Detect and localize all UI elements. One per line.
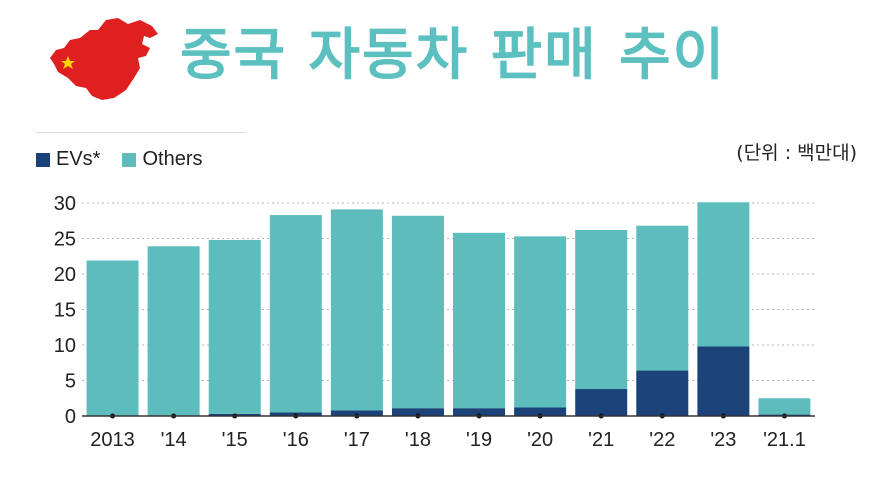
legend-item-others: Others xyxy=(122,148,203,171)
bar-others xyxy=(636,225,689,371)
y-tick-label: 15 xyxy=(54,300,76,322)
legend-item-evs: EVs* xyxy=(36,148,100,171)
legend-label-evs: EVs* xyxy=(56,148,101,170)
y-tick-label: 5 xyxy=(65,371,76,393)
bar-others xyxy=(697,202,750,347)
x-tick-label: '17 xyxy=(344,429,370,451)
bar-evs xyxy=(391,408,444,416)
bar-others xyxy=(330,209,383,411)
bar-others xyxy=(453,232,506,409)
legend-swatch-others xyxy=(122,152,137,167)
x-tick-label: '20 xyxy=(527,429,553,451)
bar-evs xyxy=(636,370,689,416)
y-tick-label: 20 xyxy=(54,264,76,286)
x-tick-label: '14 xyxy=(161,429,187,451)
divider xyxy=(36,132,246,133)
y-tick-label: 0 xyxy=(65,406,76,428)
y-tick-label: 10 xyxy=(54,335,76,357)
y-tick-label: 30 xyxy=(54,193,76,215)
x-tick-label: '21 xyxy=(588,429,614,451)
x-tick-label: '18 xyxy=(405,429,431,451)
bar-evs xyxy=(330,410,383,416)
bar-others xyxy=(147,246,200,416)
star-icon xyxy=(61,56,75,69)
x-tick-label: '22 xyxy=(649,429,675,451)
legend: EVs* Others xyxy=(36,148,225,171)
x-tick-label: '15 xyxy=(222,429,248,451)
bar-others xyxy=(391,215,444,409)
x-tick-label: '19 xyxy=(466,429,492,451)
legend-label-others: Others xyxy=(142,148,203,170)
x-tick-label: '16 xyxy=(283,429,309,451)
bar-others xyxy=(269,215,322,413)
page-title: 중국 자동차 판매 추이 xyxy=(180,23,727,88)
bar-others xyxy=(514,236,567,408)
bar-evs xyxy=(514,407,567,416)
bar-evs xyxy=(453,408,506,416)
legend-swatch-evs xyxy=(36,152,50,167)
bar-evs xyxy=(697,346,750,416)
bar-others xyxy=(86,260,139,416)
x-tick-label: '23 xyxy=(710,429,736,451)
bar-others xyxy=(758,398,811,415)
bar-others xyxy=(575,229,628,390)
y-tick-label: 25 xyxy=(54,229,76,251)
x-tick-label: 2013 xyxy=(90,429,135,451)
bar-evs xyxy=(575,389,628,416)
china-map-icon xyxy=(50,18,158,100)
unit-label: (단위 : 백만대) xyxy=(736,142,857,164)
x-tick-label: '21.1 xyxy=(763,429,806,451)
bar-others xyxy=(208,239,261,414)
